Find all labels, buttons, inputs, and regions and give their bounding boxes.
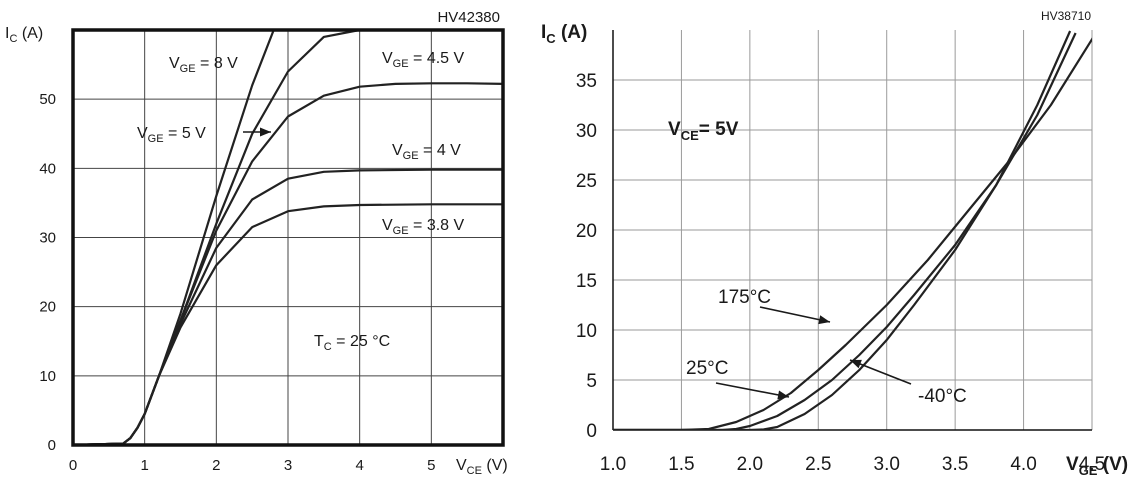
series-label-2: -40°C	[918, 386, 967, 407]
x-tick-label: 3.5	[942, 454, 968, 475]
arrow-25c-shaft	[716, 383, 789, 397]
y-tick-label: 30	[576, 121, 597, 142]
arrow-25c	[716, 383, 789, 399]
y-tick-label: 5	[586, 371, 597, 392]
annotation-vce: VCE= 5V	[668, 119, 739, 143]
x-tick-label: 3.0	[874, 454, 900, 475]
series-label-1: 25°C	[686, 358, 728, 379]
x-tick-label: 1.0	[600, 454, 626, 475]
y-tick-label: 10	[576, 321, 597, 342]
y-axis-label: IC (A)	[541, 22, 587, 46]
series-label-0: 175°C	[718, 287, 771, 308]
y-tick-label: 0	[586, 421, 597, 442]
chart-code: HV38710	[1041, 9, 1091, 23]
x-tick-label: 2.5	[805, 454, 831, 475]
x-axis-label: VGE (V)	[1066, 454, 1128, 478]
series-line-temp-1	[613, 33, 1076, 430]
arrow-minus40c-head	[850, 360, 862, 368]
x-tick-label: 4.0	[1010, 454, 1036, 475]
y-tick-label: 15	[576, 271, 597, 292]
arrow-175c-head	[818, 315, 830, 324]
arrow-175c	[760, 307, 830, 324]
x-tick-label: 1.5	[668, 454, 694, 475]
y-tick-label: 35	[576, 71, 597, 92]
y-tick-label: 20	[576, 221, 597, 242]
y-tick-label: 25	[576, 171, 597, 192]
x-tick-label: 2.0	[737, 454, 763, 475]
